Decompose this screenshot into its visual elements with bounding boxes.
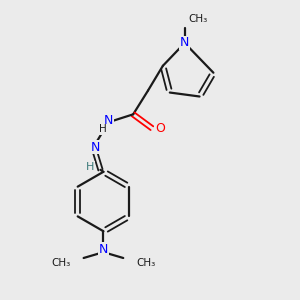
Text: CH₃: CH₃	[52, 258, 71, 268]
Text: N: N	[99, 243, 108, 256]
Text: H: H	[99, 124, 106, 134]
Text: H: H	[86, 162, 95, 172]
Text: CH₃: CH₃	[189, 14, 208, 24]
Text: N: N	[91, 140, 100, 154]
Text: CH₃: CH₃	[136, 258, 155, 268]
Text: O: O	[155, 122, 165, 135]
Text: N: N	[104, 114, 113, 127]
Text: N: N	[180, 37, 189, 50]
